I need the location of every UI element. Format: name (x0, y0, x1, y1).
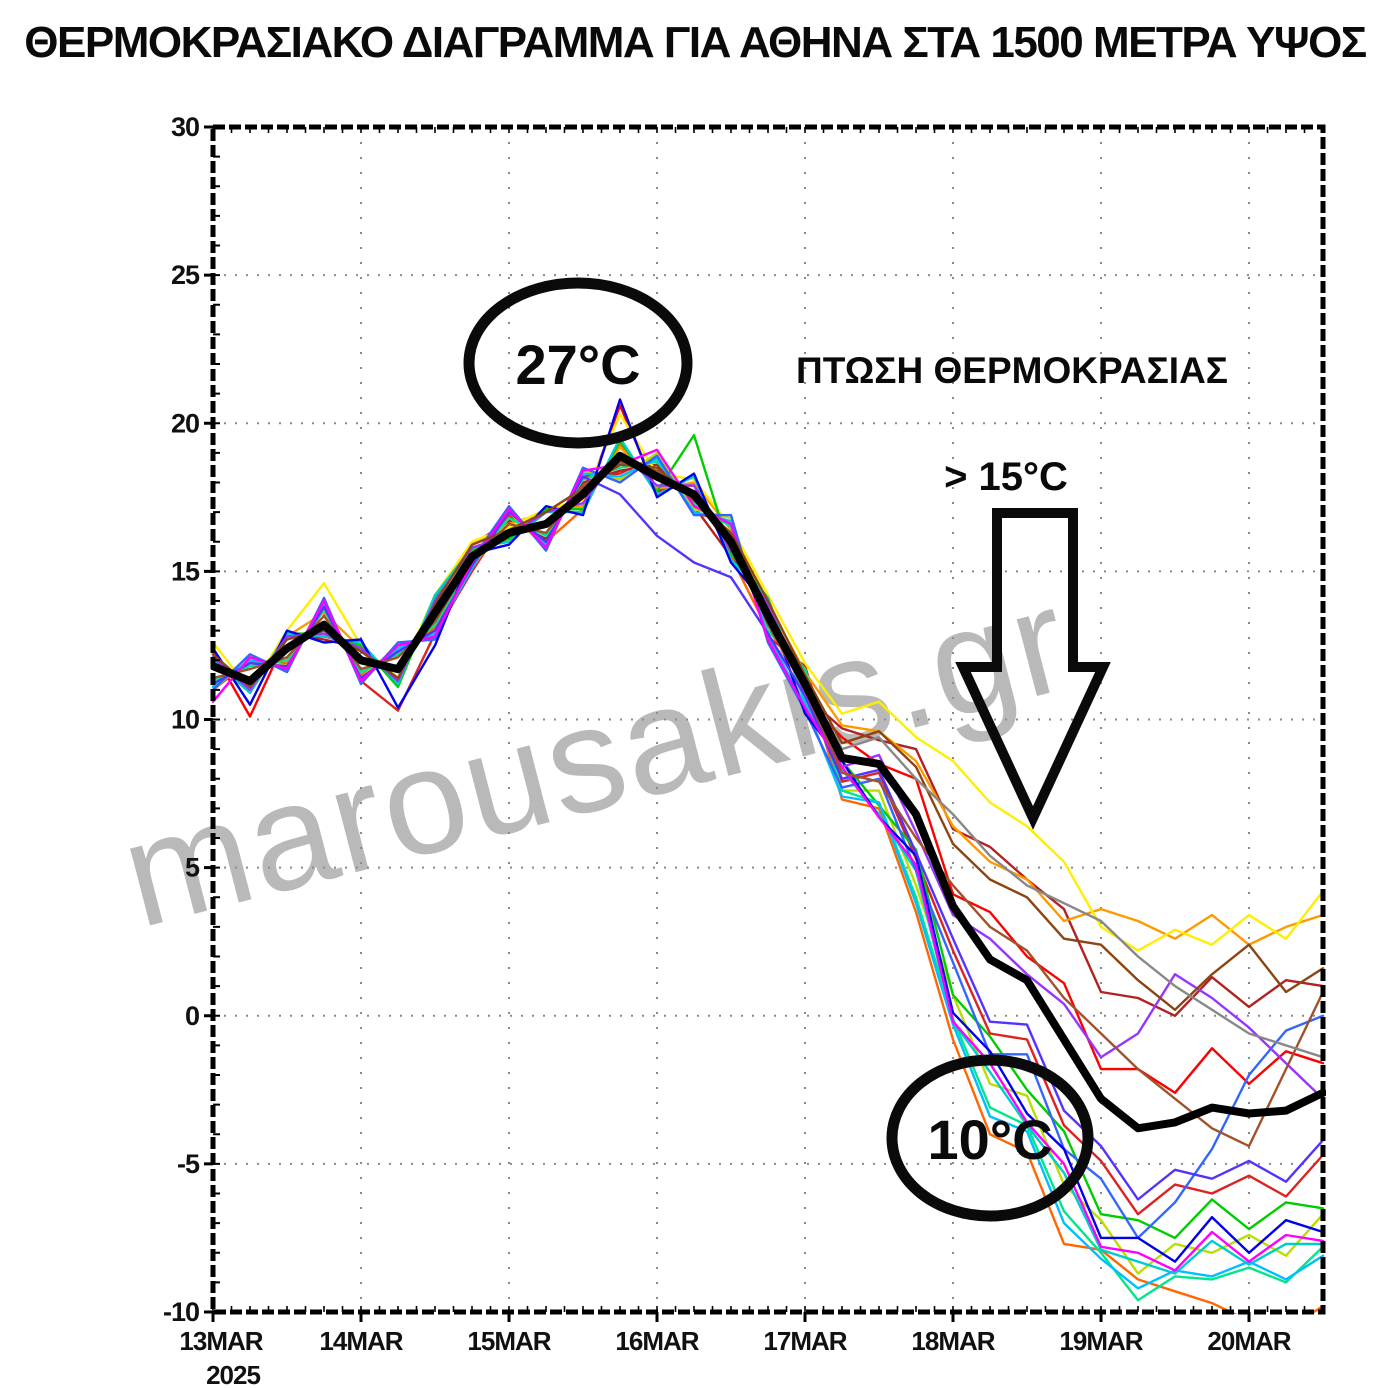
ensemble-member-line (211, 460, 1325, 1302)
watermark-text: marousakis.gr (106, 554, 1085, 959)
y-tick-label: 15 (171, 556, 200, 586)
down-arrow-icon (955, 508, 1111, 830)
x-tick-label: 18MAR (911, 1326, 995, 1356)
annotation-low: 10°C (886, 1054, 1094, 1222)
low-temp-label: 10°C (927, 1108, 1052, 1171)
y-tick-label: -5 (177, 1149, 200, 1179)
x-tick-label: 15MAR (467, 1326, 551, 1356)
page-title: ΘΕΡΜΟΚΡΑΣΙΑΚΟ ΔΙΑΓΡΑΜΜΑ ΓΙΑ ΑΘΗΝΑ ΣΤΑ 15… (24, 18, 1367, 67)
peak-circle (463, 277, 693, 449)
y-tick-label: 10 (171, 705, 199, 735)
annotation-peak: 27°C (463, 277, 693, 449)
y-tick-label: 0 (185, 1001, 199, 1031)
ensemble-member-line (211, 475, 1325, 1201)
ensemble-member-line (211, 460, 1325, 1148)
ensemble-member-line (211, 448, 1325, 1272)
y-tick-label: -10 (163, 1297, 199, 1327)
gridlines (213, 127, 1323, 1312)
drop-amount-label: > 15°C (944, 455, 1068, 499)
x-tick-label: 14MAR (319, 1326, 403, 1356)
y-tick-label: 30 (171, 112, 199, 142)
ensemble-member-line (211, 436, 1325, 1275)
x-tick-label: 17MAR (763, 1326, 847, 1356)
x-tick-label: 19MAR (1059, 1326, 1143, 1356)
x-tick-label: 20MAR (1207, 1326, 1291, 1356)
y-tick-label: 20 (171, 408, 199, 438)
drop-title-label: ΠΤΩΣΗ ΘΕΡΜΟΚΡΑΣΙΑΣ (796, 350, 1228, 391)
annotation-drop: ΠΤΩΣΗ ΘΕΡΜΟΚΡΑΣΙΑΣ > 15°C (796, 350, 1228, 830)
peak-temp-label: 27°C (515, 333, 640, 396)
x-axis-year-label: 2025 (206, 1360, 260, 1388)
x-tick-label: 13MAR (179, 1326, 263, 1356)
ensemble-member-lines (211, 398, 1325, 1314)
y-tick-label: 25 (171, 260, 200, 290)
y-tick-label: 5 (185, 853, 200, 883)
axes-frame (204, 124, 1326, 1322)
ensemble-mean-line (211, 451, 1326, 1133)
x-tick-label: 16MAR (615, 1326, 699, 1356)
ensemble-mean-line (211, 451, 1326, 1133)
ensemble-member-line (211, 463, 1325, 1011)
low-circle (886, 1054, 1094, 1222)
ensemble-member-line (211, 451, 1325, 1100)
